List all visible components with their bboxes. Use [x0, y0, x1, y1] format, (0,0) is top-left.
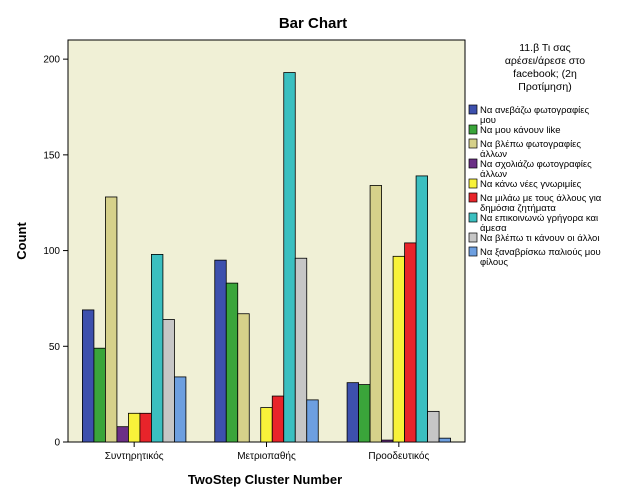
- bar: [306, 399, 319, 443]
- legend-label: Να επικοινωνώ γρήγορα και: [480, 213, 598, 224]
- chart-title: Bar Chart: [279, 15, 347, 32]
- bar: [162, 319, 175, 443]
- legend-label: δημόσια ζητήματα: [480, 203, 556, 214]
- legend-swatch: [468, 246, 478, 257]
- legend-title-line: 11.β Τι σας: [519, 42, 570, 54]
- legend-label: Να βλέπω φωτογραφίες: [480, 139, 581, 150]
- bar: [116, 426, 129, 443]
- bar: [174, 376, 187, 443]
- bar: [392, 255, 405, 443]
- y-axis: 0 50 100 150 200: [43, 55, 68, 449]
- bars-group: [82, 72, 451, 443]
- y-axis-label: Count: [14, 222, 29, 260]
- y-tick-label: 200: [43, 55, 60, 66]
- bar: [271, 395, 285, 443]
- bar: [438, 437, 451, 443]
- bar: [404, 242, 417, 443]
- bar: [93, 347, 106, 443]
- legend-label: Να βλέπω τι κάνουν οι άλλοι: [480, 233, 599, 244]
- legend-label: μου: [480, 115, 496, 126]
- legend-label: Να σχολιάζω φωτογραφίες: [480, 159, 592, 170]
- legend-label: άλλων: [480, 169, 507, 180]
- bar: [427, 410, 440, 443]
- legend-label: άμεσα: [480, 223, 507, 234]
- legend-label: Να ανεβάζω φωτογραφίες: [480, 105, 590, 116]
- x-axis-label: TwoStep Cluster Number: [188, 472, 342, 487]
- bar: [381, 439, 394, 443]
- x-axis: Συντηρητικός Μετριοπαθής Προοδευτικός: [105, 442, 429, 462]
- x-tick-label: Μετριοπαθής: [237, 450, 296, 462]
- x-tick-label: Συντηρητικός: [105, 450, 164, 462]
- bar: [128, 412, 141, 443]
- legend-label: Να ξαναβρίσκω παλιούς μου: [480, 247, 601, 258]
- bar: [260, 407, 273, 443]
- bar: [225, 282, 239, 443]
- legend-label: φίλους: [480, 257, 508, 268]
- legend-label: Να μιλάω με τους άλλους για: [480, 193, 602, 204]
- legend-title-line: facebook; (2η: [513, 68, 577, 80]
- legend-swatch: [468, 212, 478, 223]
- legend-item: Να κάνω νέες γνωριμίες: [468, 178, 582, 190]
- legend-label: Να μου κάνουν like: [480, 125, 561, 136]
- legend-title-line: αρέσει/άρεσε στο: [505, 55, 585, 67]
- legend-swatch: [468, 178, 478, 189]
- legend-item: Να βλέπω τι κάνουν οι άλλοι: [468, 232, 599, 244]
- legend-swatch: [468, 138, 478, 149]
- legend-swatch: [468, 192, 478, 203]
- legend-swatch: [468, 232, 478, 243]
- legend-swatch: [468, 104, 478, 115]
- bar: [358, 384, 371, 443]
- legend-label: άλλων: [480, 149, 507, 160]
- y-tick-label: 100: [43, 246, 60, 257]
- legend-swatch: [468, 124, 478, 135]
- legend-title-line: Προτίμηση): [518, 81, 571, 93]
- bar: [415, 175, 428, 443]
- bar: [214, 259, 227, 443]
- bar: [283, 72, 296, 443]
- y-tick-label: 0: [54, 438, 60, 449]
- bar: [237, 313, 250, 443]
- bar: [369, 185, 382, 443]
- bar: [294, 257, 308, 443]
- bar: [82, 309, 95, 443]
- legend-swatch: [468, 158, 478, 169]
- y-tick-label: 50: [49, 342, 61, 353]
- bar: [139, 412, 152, 443]
- bar: [105, 196, 118, 443]
- legend-label: Να κάνω νέες γνωριμίες: [480, 179, 582, 190]
- y-tick-label: 150: [43, 150, 60, 161]
- x-tick-label: Προοδευτικός: [368, 450, 429, 462]
- legend-item: Να μου κάνουν like: [468, 124, 561, 136]
- bar: [346, 382, 359, 443]
- bar: [151, 253, 164, 443]
